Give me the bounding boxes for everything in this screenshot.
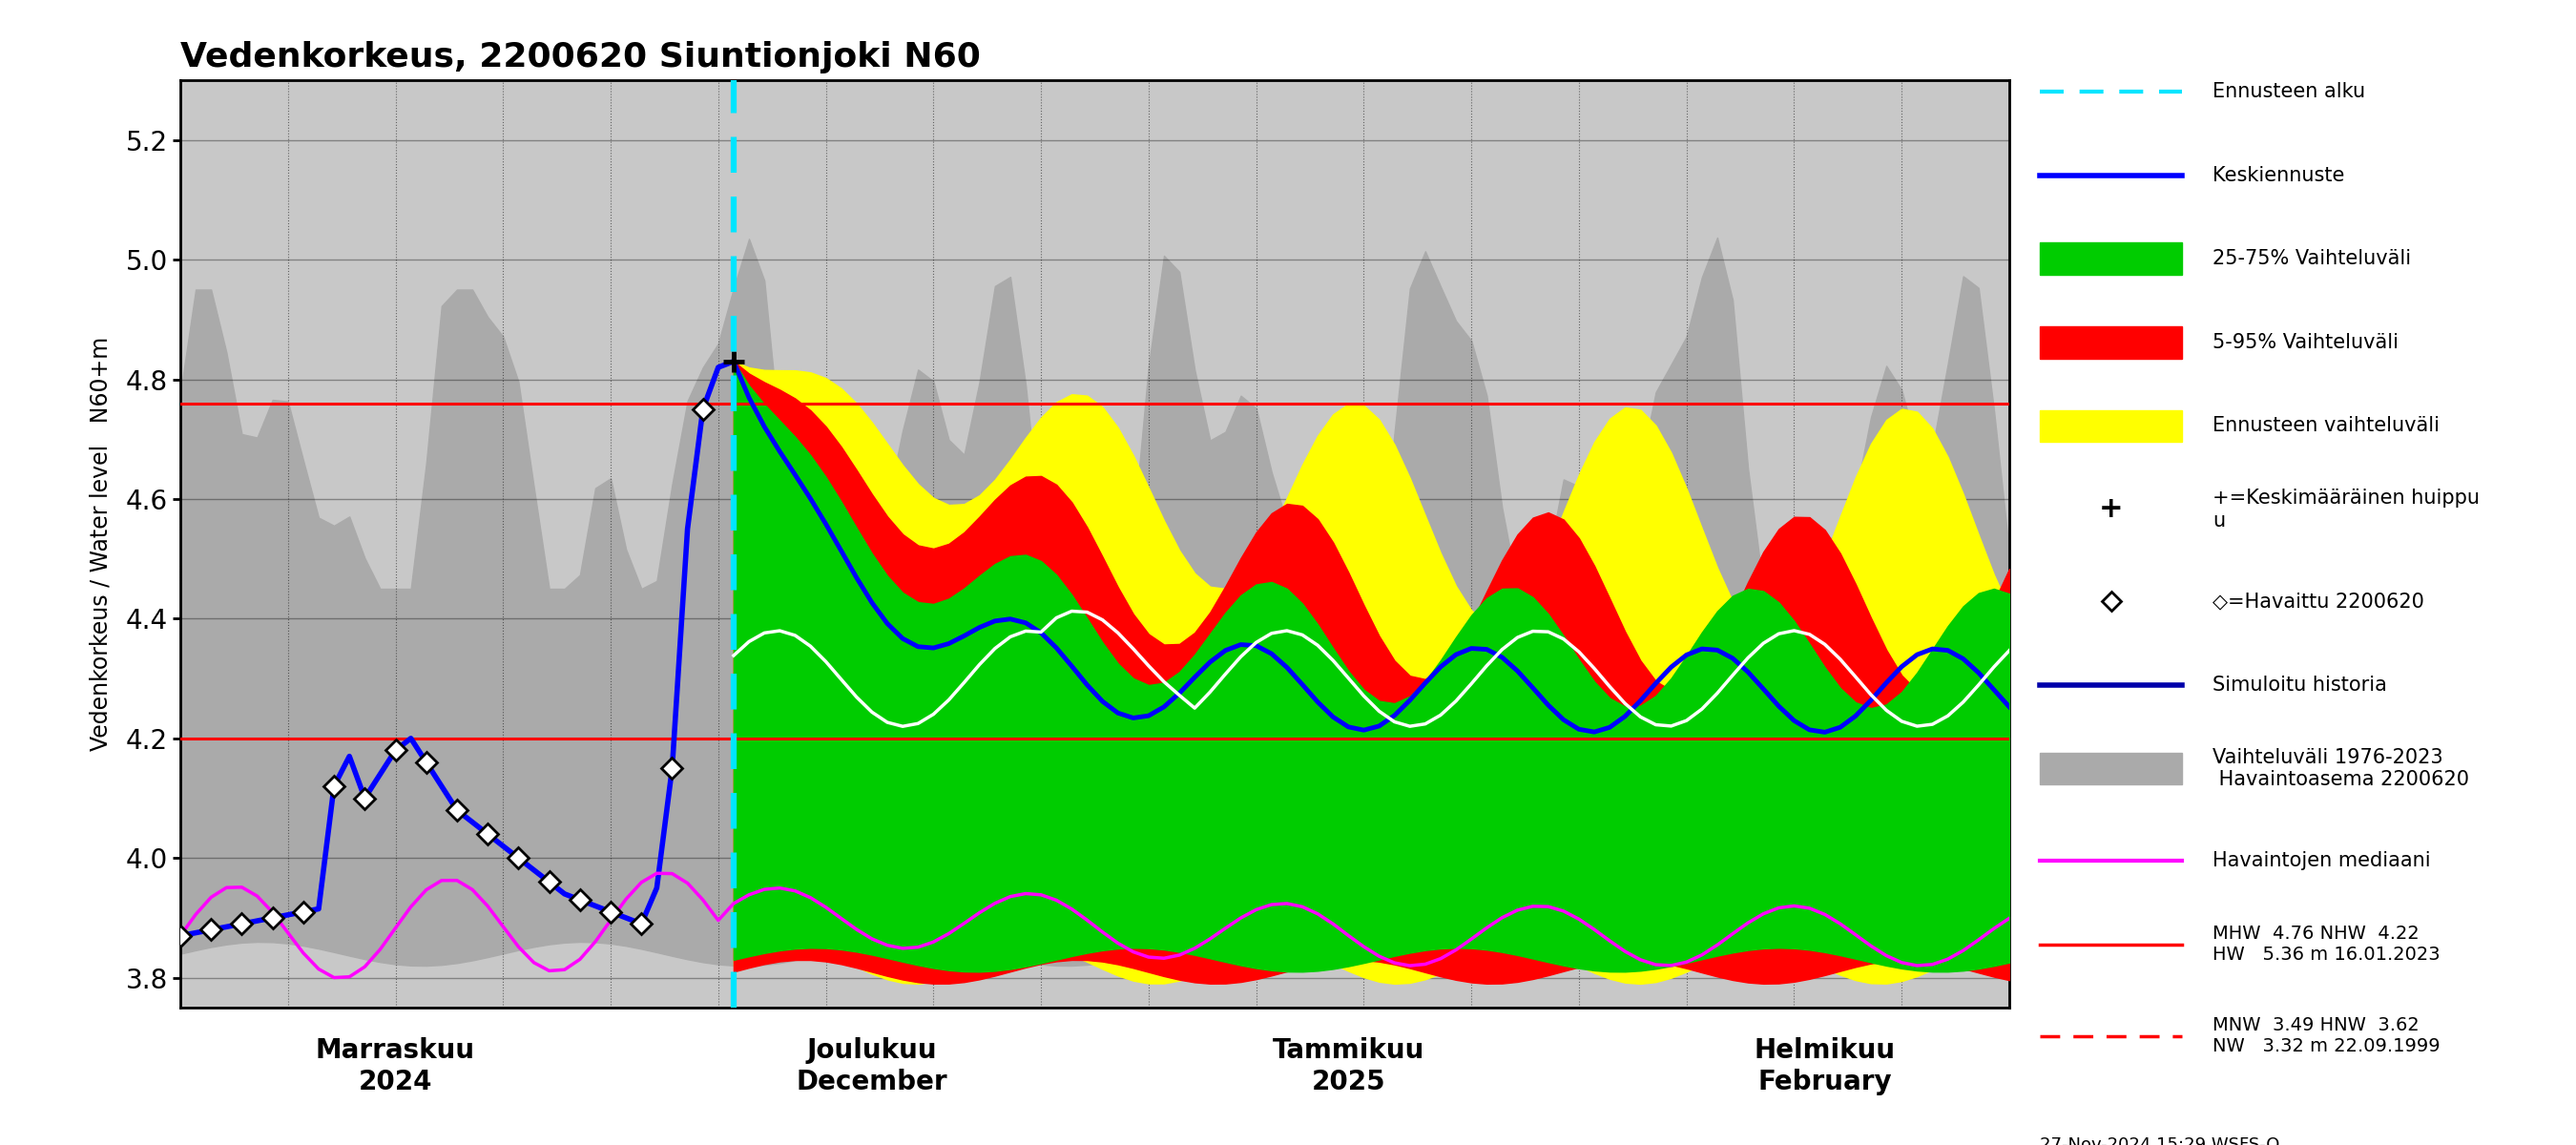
Text: Vedenkorkeus, 2200620 Siuntionjoki N60: Vedenkorkeus, 2200620 Siuntionjoki N60 (180, 41, 981, 73)
Text: Tammikuu
2025: Tammikuu 2025 (1273, 1037, 1425, 1095)
Text: Ennusteen alku: Ennusteen alku (2213, 82, 2365, 101)
Text: Simuloitu historia: Simuloitu historia (2213, 676, 2388, 695)
Text: MNW  3.49 HNW  3.62
NW   3.32 m 22.09.1999: MNW 3.49 HNW 3.62 NW 3.32 m 22.09.1999 (2213, 1017, 2439, 1056)
Text: ◇=Havaittu 2200620: ◇=Havaittu 2200620 (2213, 592, 2424, 611)
Y-axis label: Vedenkorkeus / Water level   N60+m: Vedenkorkeus / Water level N60+m (90, 337, 113, 751)
Text: Joulukuu
December: Joulukuu December (796, 1037, 948, 1095)
Bar (2040, 752, 2182, 784)
Bar (2040, 326, 2182, 358)
Text: Vaihteluväli 1976-2023
 Havaintoasema 2200620: Vaihteluväli 1976-2023 Havaintoasema 220… (2213, 748, 2470, 789)
Text: 27-Nov-2024 15:29 WSFS-O: 27-Nov-2024 15:29 WSFS-O (2040, 1136, 2280, 1145)
Text: 5-95% Vaihteluväli: 5-95% Vaihteluväli (2213, 333, 2398, 352)
Text: MHW  4.76 NHW  4.22
HW   5.36 m 16.01.2023: MHW 4.76 NHW 4.22 HW 5.36 m 16.01.2023 (2213, 925, 2439, 964)
Bar (2040, 243, 2182, 275)
Bar (2040, 410, 2182, 442)
Text: 25-75% Vaihteluväli: 25-75% Vaihteluväli (2213, 250, 2411, 268)
Text: Helmikuu
February: Helmikuu February (1754, 1037, 1896, 1095)
Text: Ennusteen vaihteluväli: Ennusteen vaihteluväli (2213, 417, 2439, 435)
Text: Havaintojen mediaani: Havaintojen mediaani (2213, 851, 2432, 870)
Text: +=Keskimääräinen huippu
u: +=Keskimääräinen huippu u (2213, 489, 2481, 530)
Text: Keskiennuste: Keskiennuste (2213, 166, 2344, 184)
Text: Marraskuu
2024: Marraskuu 2024 (317, 1037, 474, 1095)
Text: +: + (2099, 496, 2123, 523)
